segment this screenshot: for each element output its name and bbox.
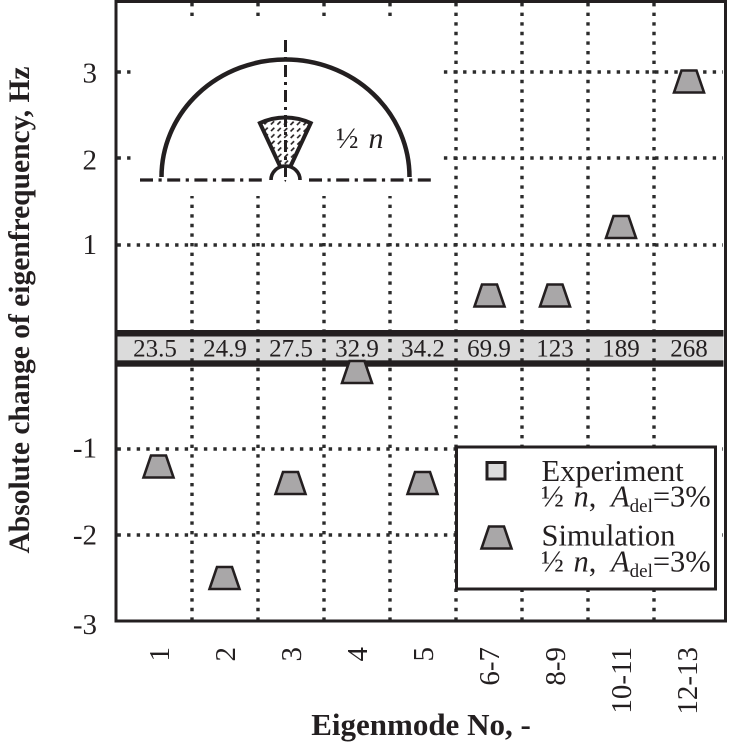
svg-text:3: 3 <box>83 58 98 90</box>
svg-text:-2: -2 <box>73 520 97 552</box>
svg-text:69.9: 69.9 <box>467 336 511 363</box>
svg-text:10-11: 10-11 <box>606 647 638 714</box>
svg-text:268: 268 <box>670 336 708 363</box>
svg-text:½ n, Adel=3%: ½ n, Adel=3% <box>541 545 711 583</box>
svg-text:4: 4 <box>342 647 374 662</box>
svg-text:Simulation: Simulation <box>542 519 676 553</box>
svg-text:Eigenmode No, -: Eigenmode No, - <box>311 707 531 742</box>
svg-text:2: 2 <box>210 647 242 662</box>
svg-text:Experiment: Experiment <box>542 454 685 488</box>
svg-text:½ n: ½ n <box>336 122 384 155</box>
svg-text:123: 123 <box>536 336 574 363</box>
svg-text:12-13: 12-13 <box>672 647 704 715</box>
svg-text:34.2: 34.2 <box>401 336 445 363</box>
svg-text:-1: -1 <box>73 433 97 465</box>
svg-text:1: 1 <box>144 647 176 662</box>
svg-text:27.5: 27.5 <box>269 336 313 363</box>
svg-text:3: 3 <box>276 647 308 662</box>
svg-text:½ n, Adel=3%: ½ n, Adel=3% <box>541 480 711 518</box>
svg-text:189: 189 <box>602 336 640 363</box>
svg-text:1: 1 <box>83 229 98 261</box>
svg-text:24.9: 24.9 <box>203 336 247 363</box>
svg-text:2: 2 <box>83 145 98 177</box>
svg-text:5: 5 <box>408 647 440 662</box>
svg-text:32.9: 32.9 <box>335 336 379 363</box>
svg-text:-3: -3 <box>73 609 97 641</box>
svg-text:Absolute change of eigenfreque: Absolute change of eigenfrequency, Hz <box>4 67 36 554</box>
svg-text:8-9: 8-9 <box>540 647 572 686</box>
svg-text:23.5: 23.5 <box>133 336 177 363</box>
svg-text:6-7: 6-7 <box>474 647 506 686</box>
